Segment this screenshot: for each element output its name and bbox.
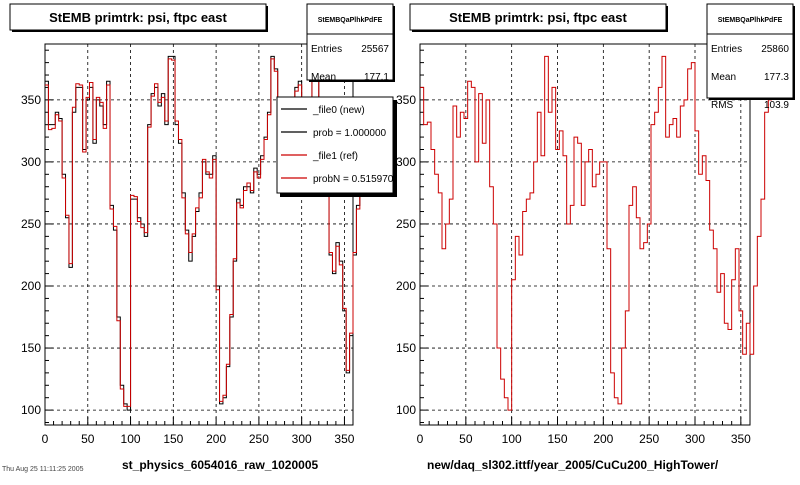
panel-1-frame — [419, 43, 751, 426]
panel-0-y-tick-label: 200 — [21, 279, 41, 293]
panel-0-y-tick-label: 100 — [21, 403, 41, 417]
panel-1-x-tick-label: 100 — [502, 432, 522, 446]
panel-1-bottom-label: new/daq_sl302.ittf/year_2005/CuCu200_Hig… — [427, 458, 719, 472]
panel-0-x-tick-label: 0 — [42, 432, 49, 446]
panel-0-bottom-label: st_physics_6054016_raw_1020005 — [122, 458, 319, 472]
panel-0-legend: _file0 (new) prob = 1.000000 _file1 (ref) p… — [276, 96, 397, 197]
panel-1-stats-label: RMS — [711, 100, 734, 111]
panel-1-x-tick-label: 200 — [593, 432, 613, 446]
panel-1-stats-name: StEMBQaPlhkPdFE — [718, 17, 783, 24]
legend-entry-label: prob = 1.000000 — [313, 128, 387, 139]
panel-1-stats-label: Mean — [711, 72, 736, 83]
panel-0-x-tick-label: 300 — [292, 432, 312, 446]
panel-0-legend-shadow — [280, 193, 393, 197]
legend-entry-label: probN = 0.515970 — [313, 174, 394, 185]
panel-0-x-tick-label: 200 — [206, 432, 226, 446]
panel-0-stats-shadow — [393, 6, 395, 82]
panel-0-x-tick-label: 100 — [121, 432, 141, 446]
panel-1-stats-box: StEMBQaPlhkPdFE Entries 25860 Mean 177.3 RMS 1… — [706, 3, 795, 111]
panel-0-title-shadow — [266, 6, 268, 32]
panel-1-stats-value: 177.3 — [764, 72, 789, 83]
panel-1-y-tick-label: 200 — [396, 279, 416, 293]
legend-entry-label: _file1 (ref) — [312, 151, 358, 162]
panel-0-y-tick-label: 150 — [21, 341, 41, 355]
panel-1-stats-label: Entries — [711, 44, 742, 55]
panel-0-stats-shadow — [309, 80, 395, 82]
panel-1-title-box: StEMB primtrk: psi, ftpc east — [409, 3, 668, 32]
panel-1-y-tick-label: 300 — [396, 155, 416, 169]
panel-1-x-tick-label: 350 — [731, 432, 751, 446]
panel-1-x-tick-label: 0 — [417, 432, 424, 446]
panel-1-title-shadow — [666, 6, 668, 32]
panel-1-x-tick-label: 250 — [639, 432, 659, 446]
panel-0-y-tick-label: 300 — [21, 155, 41, 169]
panel-0-stats-box: StEMBQaPlhkPdFE Entries 25567 Mean 177.1 — [306, 3, 395, 83]
panel-1-x-tick-label: 50 — [459, 432, 473, 446]
panel-1-y-tick-label: 350 — [396, 93, 416, 107]
panel-1-x-tick-label: 300 — [685, 432, 705, 446]
panel-0-stats-label: Entries — [311, 44, 342, 55]
panel-0-legend-shadow — [393, 100, 397, 197]
panel-1-x-tick-label: 150 — [547, 432, 567, 446]
panel-0-title-box: StEMB primtrk: psi, ftpc east — [9, 3, 268, 32]
panel-0-title-shadow — [12, 30, 268, 32]
panel-0-x-tick-label: 250 — [249, 432, 269, 446]
panel-0-stats-label: Mean — [311, 72, 336, 83]
panel-1-stats-value: 25860 — [761, 44, 789, 55]
panel-1-stats-value: 103.9 — [764, 100, 789, 111]
panel-0-y-tick-label: 350 — [21, 93, 41, 107]
panel-1-series-0 — [420, 55, 772, 411]
panel-0-x-tick-label: 50 — [81, 432, 95, 446]
panel-0-stats-value: 177.1 — [364, 72, 389, 83]
panel-0-title: StEMB primtrk: psi, ftpc east — [49, 10, 227, 25]
panel-0-stats-name: StEMBQaPlhkPdFE — [318, 17, 383, 24]
legend-entry-label: _file0 (new) — [312, 105, 365, 116]
panel-1-stats-shadow — [793, 6, 795, 100]
panel-0-stats-value: 25567 — [361, 44, 389, 55]
panel-1-title: StEMB primtrk: psi, ftpc east — [449, 10, 627, 25]
panel-0-x-tick-label: 350 — [334, 432, 354, 446]
panel-1-title-frame — [409, 3, 667, 31]
panel-1-y-tick-label: 150 — [396, 341, 416, 355]
timestamp: Thu Aug 25 11:11:25 2005 — [2, 466, 84, 473]
panel-1-stats-shadow — [709, 98, 795, 100]
panel-0-x-tick-label: 150 — [163, 432, 183, 446]
panel-1-y-tick-label: 100 — [396, 403, 416, 417]
panel-1-y-tick-label: 250 — [396, 217, 416, 231]
panel-0-y-tick-label: 250 — [21, 217, 41, 231]
panel-1-title-shadow — [412, 30, 668, 32]
panel-0-title-frame — [9, 3, 267, 31]
panel-0-stats-frame — [306, 3, 394, 81]
